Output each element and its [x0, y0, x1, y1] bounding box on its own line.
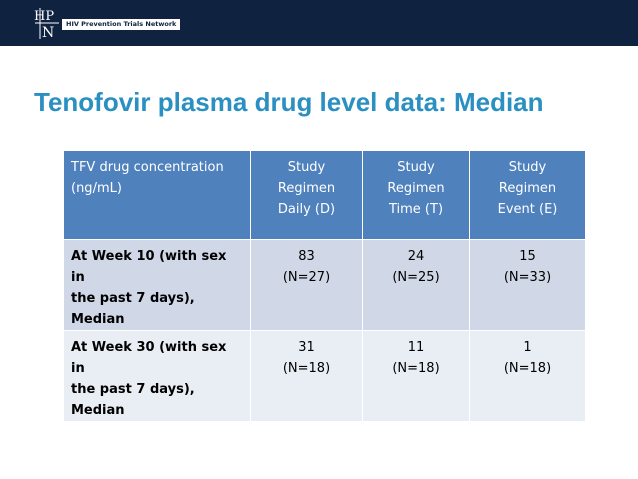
- column-header-time: Study Regimen Time (T): [362, 150, 470, 240]
- cell-time: 11 (N=18): [362, 330, 470, 422]
- slide-title: Tenofovir plasma drug level data: Median: [34, 87, 544, 117]
- cell-daily: 31 (N=18): [250, 330, 363, 422]
- row-label: At Week 30 (with sex in the past 7 days)…: [63, 330, 251, 422]
- row-label: At Week 10 (with sex in the past 7 days)…: [63, 239, 251, 331]
- hptn-logo-icon: HP N: [34, 8, 59, 40]
- table-row-week-30: At Week 30 (with sex in the past 7 days)…: [63, 330, 586, 422]
- table-header-row: TFV drug concentration (ng/mL) Study Reg…: [63, 150, 586, 240]
- cell-time: 24 (N=25): [362, 239, 470, 331]
- drug-level-table: TFV drug concentration (ng/mL) Study Reg…: [63, 150, 586, 422]
- cell-event: 1 (N=18): [469, 330, 586, 422]
- column-header-daily: Study Regimen Daily (D): [250, 150, 363, 240]
- header-bar: HP N HIV Prevention Trials Network: [0, 0, 638, 46]
- cell-event: 15 (N=33): [469, 239, 586, 331]
- network-name: HIV Prevention Trials Network: [62, 19, 181, 30]
- table-row-week-10: At Week 10 (with sex in the past 7 days)…: [63, 239, 586, 331]
- svg-text:N: N: [42, 25, 54, 40]
- svg-text:HP: HP: [34, 9, 54, 24]
- cell-daily: 83 (N=27): [250, 239, 363, 331]
- hptn-logo: HP N HIV Prevention Trials Network: [32, 6, 181, 40]
- column-header-event: Study Regimen Event (E): [469, 150, 586, 240]
- column-header-concentration: TFV drug concentration (ng/mL): [63, 150, 251, 240]
